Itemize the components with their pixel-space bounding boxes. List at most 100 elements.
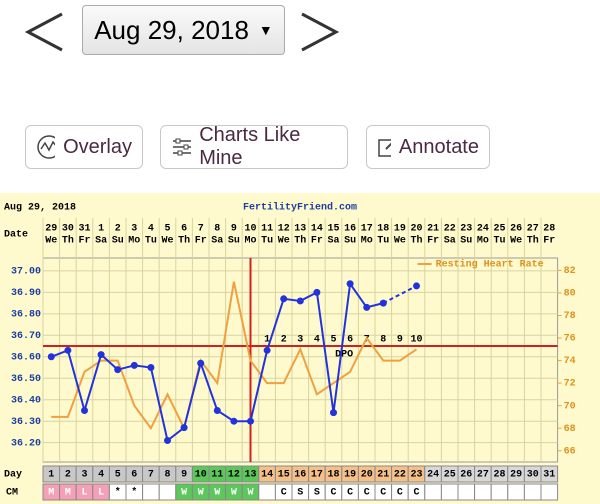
temp-point [213, 406, 221, 414]
date: 31 [78, 224, 90, 235]
temp-point [164, 437, 171, 445]
day-number: 10 [195, 470, 207, 481]
date: 12 [278, 224, 290, 235]
weekday: Sa [95, 236, 107, 247]
date: 30 [62, 224, 74, 235]
day-number: 11 [211, 470, 223, 481]
day-number: 21 [377, 470, 389, 481]
date-label: Date [4, 230, 28, 241]
cm-value: C [380, 488, 386, 499]
date: 7 [198, 224, 204, 235]
temp-point [147, 364, 155, 372]
date: 5 [164, 224, 170, 235]
y-tick-label: 36.90 [11, 288, 41, 299]
date: 15 [327, 224, 339, 235]
prev-arrow[interactable] [22, 10, 66, 54]
weekday: Sa [444, 236, 456, 247]
weekday: Sa [327, 236, 339, 247]
date: 17 [361, 224, 373, 235]
weekday: Th [527, 235, 539, 247]
weekday: Su [228, 236, 240, 247]
temp-point [413, 282, 420, 290]
weekday: We [161, 236, 173, 247]
dpo-label: 6 [347, 335, 353, 346]
button-label: Overlay [63, 135, 132, 158]
temp-point [280, 295, 288, 303]
day-number: 28 [493, 470, 505, 481]
day-number: 16 [294, 470, 306, 481]
cm-cell [142, 483, 160, 501]
day-number: 30 [527, 470, 539, 481]
temp-point [230, 417, 238, 425]
date: 20 [410, 224, 422, 235]
date: 14 [311, 224, 323, 235]
weekday: Su [112, 236, 124, 247]
cm-value: L [81, 488, 87, 499]
weekday: Mo [477, 236, 489, 247]
dpo-label: 4 [314, 335, 320, 346]
caret: ▼ [258, 22, 273, 38]
temp-point [346, 280, 354, 288]
temp-point [330, 409, 337, 417]
cm-value: C [347, 488, 353, 499]
date: 3 [131, 224, 137, 235]
dpo-label: 5 [330, 335, 336, 346]
temp-point [379, 299, 387, 307]
date: 24 [477, 224, 489, 235]
day-number: 8 [164, 470, 170, 481]
temp-point [263, 346, 271, 354]
cm-value: W [247, 488, 253, 499]
day-number: 3 [81, 470, 87, 481]
y2-tick-label: 78 [564, 311, 576, 322]
y2-tick-label: 70 [564, 401, 576, 412]
next-arrow[interactable] [298, 10, 342, 54]
day-number: 18 [327, 470, 339, 481]
cm-cell [474, 483, 492, 501]
date: 22 [444, 224, 456, 235]
weekday: Tu [145, 236, 157, 247]
y2-tick-label: 76 [564, 334, 576, 345]
button-label: Charts Like Mine [199, 124, 301, 169]
cm-value: L [98, 488, 104, 499]
annotate-button[interactable]: Annotate [366, 125, 490, 169]
weekday: Fr [427, 236, 439, 247]
y-tick-label: 36.30 [11, 417, 41, 428]
cm-value: W [231, 488, 237, 499]
day-label: Day [4, 470, 22, 481]
cm-cell [158, 483, 177, 501]
cm-cell [507, 483, 525, 501]
charts-like-mine-button[interactable]: Charts Like Mine [160, 124, 348, 169]
cm-value: C [397, 488, 403, 499]
y-tick-label: 36.60 [11, 352, 41, 363]
day-number: 4 [98, 470, 104, 481]
button-label: Annotate [398, 135, 479, 158]
weekday: Su [460, 236, 472, 247]
date: 6 [181, 224, 187, 235]
temp-point [247, 417, 254, 425]
dpo-label: 9 [397, 335, 403, 346]
day-number: 6 [131, 470, 137, 481]
date: 11 [261, 224, 273, 235]
cm-cell [523, 483, 542, 501]
weekday: Fr [543, 236, 555, 247]
cm-value: S [314, 488, 320, 499]
overlay-button[interactable]: Overlay [25, 125, 143, 169]
date-dropdown[interactable]: Aug 29, 2018 ▼ [82, 5, 285, 55]
cm-cell [490, 483, 509, 501]
dpo-label: 8 [380, 335, 386, 346]
date: 16 [344, 224, 356, 235]
y-tick-label: 37.00 [11, 267, 41, 278]
weekday: We [394, 236, 406, 247]
weekday: Th [294, 235, 306, 247]
temp-point [296, 297, 304, 305]
day-number: 14 [261, 470, 273, 481]
plot-area [42, 257, 559, 463]
day-number: 26 [460, 470, 472, 481]
day-number: 19 [344, 470, 356, 481]
sliders-icon [173, 138, 191, 156]
date: 8 [214, 224, 220, 235]
cm-value: M [65, 488, 71, 499]
day-number: 13 [244, 470, 256, 481]
date: 13 [294, 224, 306, 235]
cm-cell [424, 483, 442, 501]
